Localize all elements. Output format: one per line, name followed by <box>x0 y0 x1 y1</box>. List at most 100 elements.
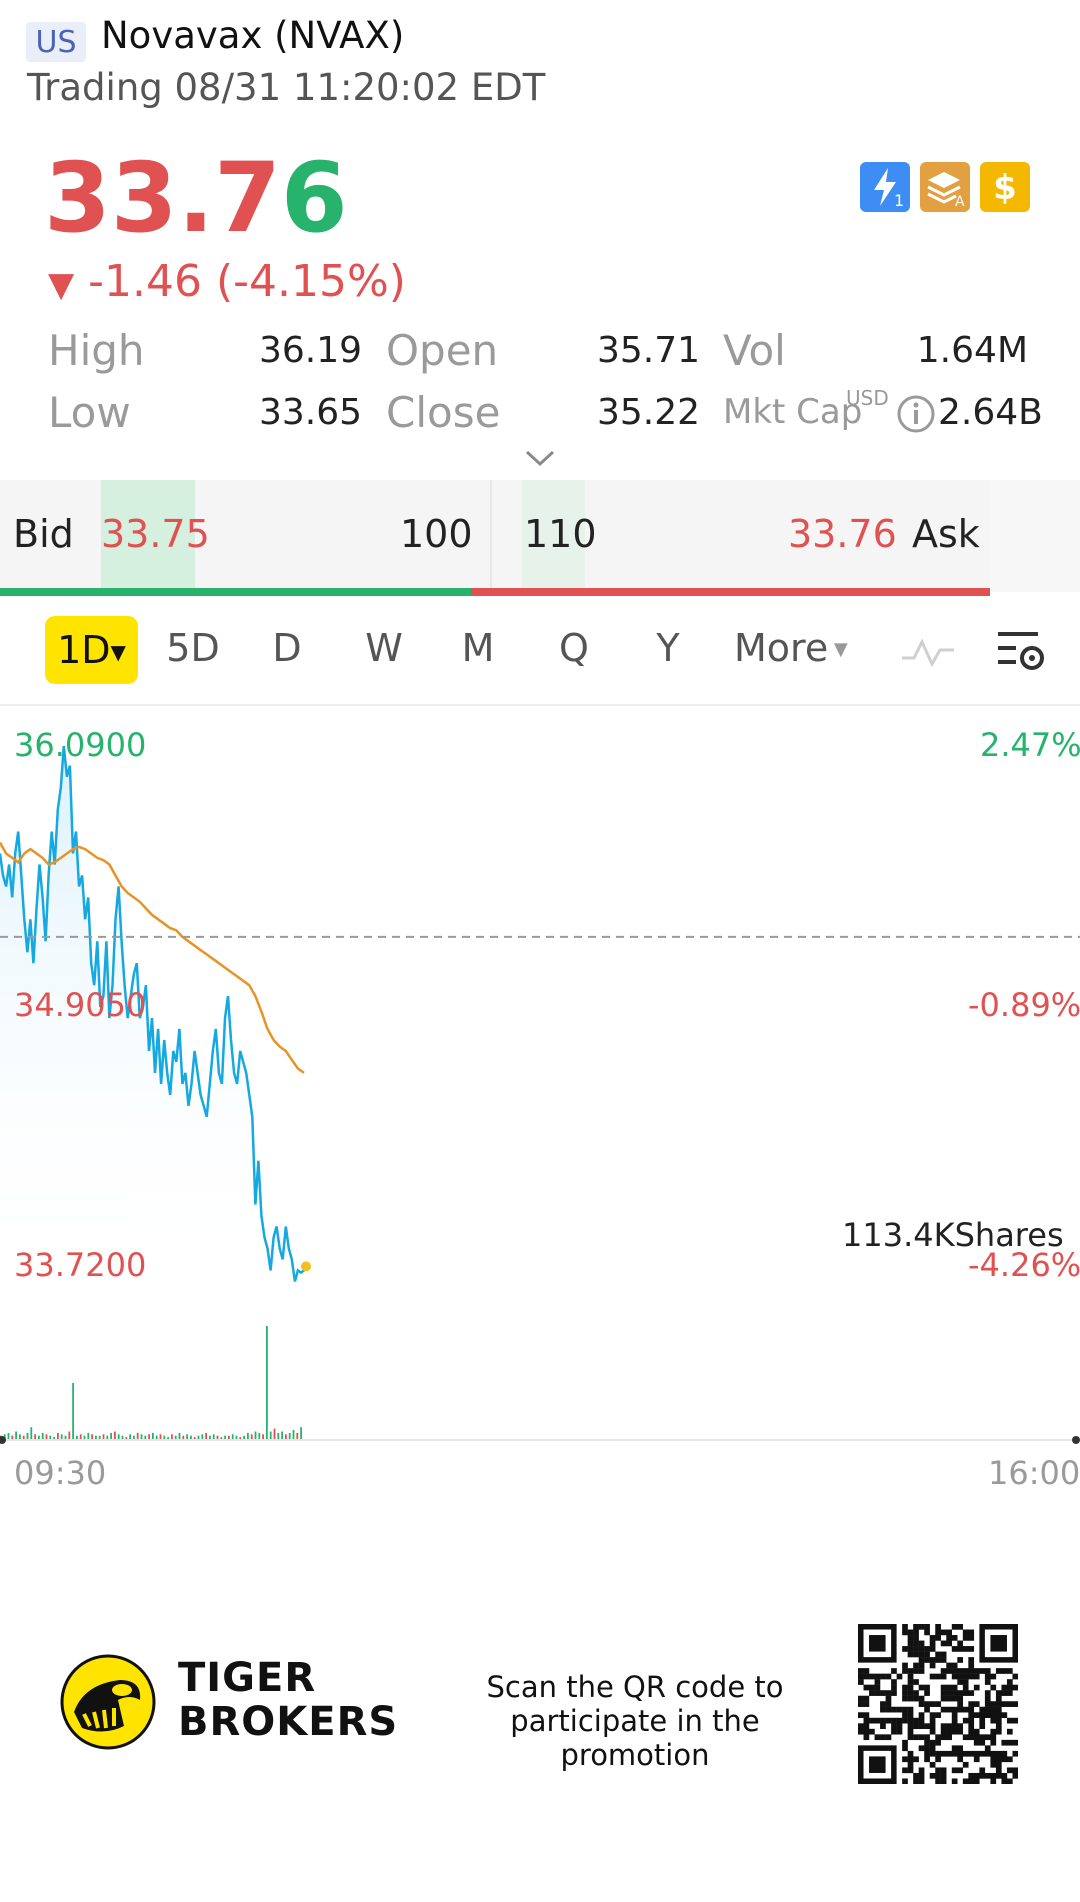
qr-module <box>946 1723 952 1730</box>
qr-module <box>946 1640 952 1647</box>
volume-bar <box>26 1432 29 1440</box>
qr-module <box>1001 1739 1008 1746</box>
qr-module <box>940 1750 947 1757</box>
low-value: 33.65 <box>258 392 362 433</box>
qr-module <box>929 1745 936 1752</box>
qr-module <box>1006 1690 1013 1696</box>
qr-module <box>924 1739 930 1746</box>
qr-module <box>902 1706 908 1713</box>
qr-module <box>913 1651 919 1658</box>
qr-module <box>880 1723 886 1730</box>
lightning-level1-icon[interactable]: 1 <box>860 162 910 212</box>
qr-module <box>990 1712 997 1718</box>
volume-bar <box>41 1432 44 1440</box>
tab-w[interactable]: W <box>365 626 403 670</box>
qr-module <box>918 1723 925 1730</box>
y-label-mid: 34.9050 <box>14 986 147 1024</box>
indicator-icon[interactable] <box>900 634 956 672</box>
volume-bar <box>273 1428 276 1440</box>
volume-bar <box>22 1435 25 1440</box>
chart-settings-icon[interactable] <box>996 628 1048 678</box>
ask-price[interactable]: 33.76 <box>788 512 897 556</box>
volume-bar <box>30 1427 33 1440</box>
qr-module <box>891 1690 897 1696</box>
qr-module <box>1012 1701 1019 1707</box>
qr-finder <box>869 1756 886 1773</box>
qr-module <box>979 1750 986 1757</box>
qr-module <box>990 1772 997 1779</box>
ask-volume-bar <box>471 588 990 596</box>
qr-module <box>973 1750 980 1757</box>
qr-module <box>918 1684 925 1691</box>
last-price: 33.76 <box>44 148 348 248</box>
qr-module <box>951 1745 958 1752</box>
volume-bar <box>224 1435 226 1440</box>
qr-module <box>907 1651 914 1658</box>
qr-module <box>973 1684 980 1691</box>
qr-module <box>924 1684 930 1691</box>
tab-5d[interactable]: 5D <box>166 626 220 670</box>
tab-m[interactable]: M <box>461 626 495 670</box>
qr-module <box>968 1690 975 1696</box>
qr-module <box>946 1635 952 1641</box>
qr-code-icon[interactable] <box>858 1624 1019 1788</box>
qr-module <box>913 1772 919 1779</box>
qr-module <box>973 1772 980 1779</box>
qr-module <box>995 1767 1002 1774</box>
price-area <box>0 746 304 1282</box>
dollar-icon[interactable]: $ <box>980 162 1030 212</box>
intraday-chart[interactable] <box>0 706 1080 1466</box>
qr-module <box>979 1739 986 1746</box>
bid-price[interactable]: 33.75 <box>101 512 210 556</box>
qr-module <box>907 1750 914 1757</box>
qr-module <box>918 1640 925 1647</box>
tab-d[interactable]: D <box>272 626 302 670</box>
qr-module <box>885 1690 892 1696</box>
qr-module <box>907 1712 914 1718</box>
qr-module <box>863 1723 870 1730</box>
tab-1d[interactable]: 1D▼ <box>45 616 138 684</box>
qr-module <box>968 1778 975 1785</box>
volume-bar <box>174 1435 177 1440</box>
qr-module <box>968 1673 975 1680</box>
qr-module <box>858 1679 864 1685</box>
qr-module <box>902 1662 908 1669</box>
qr-module <box>913 1662 919 1669</box>
qr-module <box>918 1624 925 1630</box>
qr-module <box>858 1728 864 1735</box>
volume-bar <box>269 1431 272 1440</box>
layers-a-icon[interactable]: A <box>920 162 970 212</box>
volume-bar <box>281 1431 283 1440</box>
chevron-down-icon[interactable] <box>524 448 556 472</box>
tab-y[interactable]: Y <box>656 626 680 670</box>
qr-module <box>880 1701 886 1707</box>
qr-module <box>995 1772 1002 1779</box>
qr-module <box>984 1668 991 1674</box>
volume-bar <box>159 1434 162 1440</box>
volume-bar <box>228 1435 230 1440</box>
volume-bar <box>288 1432 291 1440</box>
qr-module <box>995 1728 1002 1735</box>
qr-module <box>880 1673 886 1680</box>
qr-module <box>885 1706 892 1713</box>
qr-module <box>935 1657 941 1663</box>
qr-module <box>891 1706 897 1713</box>
qr-module <box>918 1701 925 1707</box>
brand-line-1: TIGER <box>178 1655 317 1701</box>
qr-module <box>940 1778 947 1785</box>
change-value: -1.46 (-4.15%) <box>88 256 406 307</box>
qr-module <box>918 1778 925 1785</box>
low-label: Low <box>48 388 131 437</box>
tab-more[interactable]: More ▼ <box>734 626 852 670</box>
qr-module <box>940 1690 947 1696</box>
qr-module <box>962 1750 969 1757</box>
qr-module <box>1006 1684 1013 1691</box>
qr-module <box>902 1739 908 1746</box>
qr-module <box>918 1695 925 1702</box>
qr-module <box>940 1772 947 1779</box>
tab-q[interactable]: Q <box>559 626 589 670</box>
qr-module <box>880 1706 886 1713</box>
volume-bar <box>38 1435 40 1440</box>
info-icon[interactable] <box>896 394 936 438</box>
qr-module <box>891 1668 897 1674</box>
